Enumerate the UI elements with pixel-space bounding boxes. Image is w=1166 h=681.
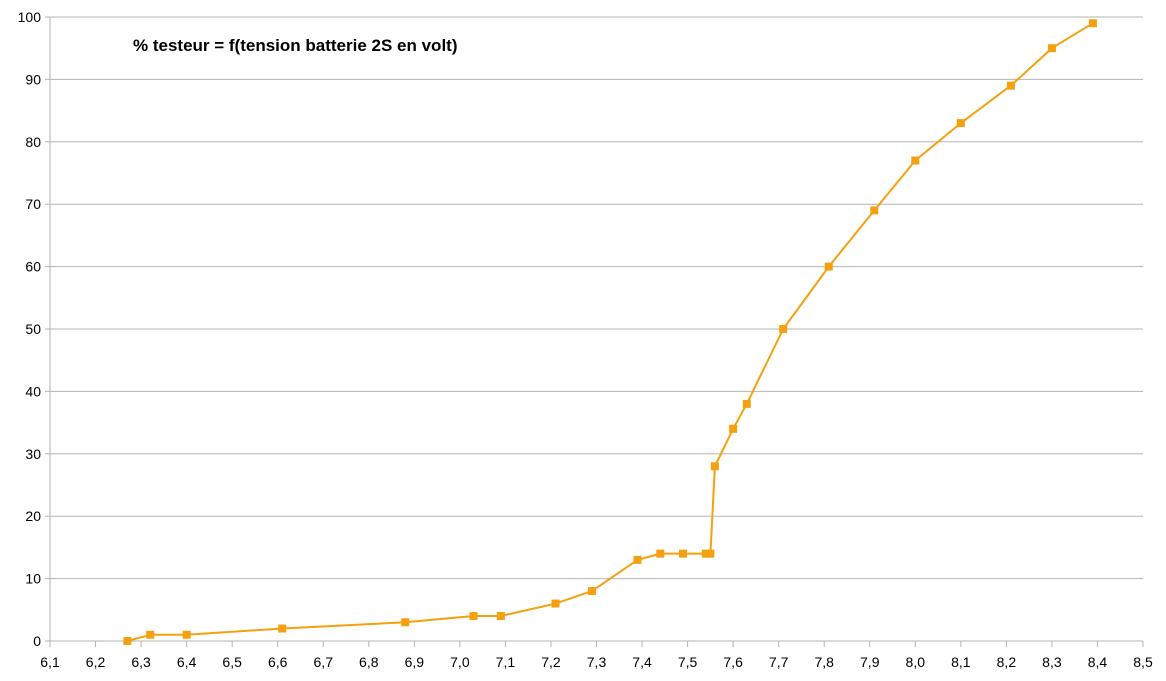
x-tick-label: 6,3	[131, 654, 151, 670]
x-tick-label: 7,3	[587, 654, 607, 670]
x-tick-label: 7,9	[860, 654, 880, 670]
x-tick-label: 6,1	[40, 654, 60, 670]
y-tick-label: 70	[25, 196, 41, 212]
data-point	[146, 630, 155, 639]
axes	[45, 16, 1144, 647]
data-point	[956, 119, 965, 128]
data-point	[870, 206, 879, 215]
x-tick-label: 8,5	[1133, 654, 1153, 670]
y-tick-label: 40	[25, 383, 41, 399]
data-point	[1006, 81, 1015, 90]
data-point	[1088, 19, 1097, 28]
data-point	[587, 587, 596, 596]
x-tick-label: 6,7	[314, 654, 334, 670]
data-point	[278, 624, 287, 633]
series-line	[127, 22, 1094, 642]
data-point	[701, 549, 710, 558]
data-point	[656, 549, 665, 558]
data-point	[710, 462, 719, 471]
x-tick-label: 7,1	[496, 654, 516, 670]
x-tick-label: 6,4	[177, 654, 197, 670]
data-point	[123, 637, 132, 645]
x-tick-label: 6,8	[359, 654, 379, 670]
y-tick-label: 100	[18, 9, 42, 25]
chart-title: % testeur = f(tension batterie 2S en vol…	[133, 36, 458, 55]
x-tick-label: 6,6	[268, 654, 288, 670]
data-point	[1047, 44, 1056, 53]
x-tick-label: 6,9	[405, 654, 425, 670]
x-tick-labels: 6,1 6,2 6,3 6,4 6,5 6,6 6,7 6,8 6,9 7,0 7,1 7,2 7,3 7…	[40, 654, 1153, 670]
x-tick-label: 8,3	[1042, 654, 1062, 670]
data-point	[182, 630, 191, 639]
y-tick-label: 80	[25, 134, 41, 150]
data-point	[496, 612, 505, 621]
x-tick-label: 7,4	[632, 654, 652, 670]
x-tick-label: 8,2	[997, 654, 1017, 670]
data-point	[551, 599, 560, 608]
y-tick-label: 10	[25, 571, 41, 587]
y-gridlines	[50, 16, 1143, 580]
x-tick-label: 8,4	[1088, 654, 1108, 670]
x-tick-label: 8,1	[951, 654, 971, 670]
data-point	[911, 156, 920, 165]
data-point	[401, 618, 410, 627]
y-tick-label: 50	[25, 321, 41, 337]
data-point	[469, 612, 478, 621]
data-point	[706, 549, 715, 558]
y-tick-label: 20	[25, 508, 41, 524]
x-tick-label: 7,5	[678, 654, 698, 670]
x-tick-label: 6,2	[86, 654, 106, 670]
data-point	[779, 325, 788, 333]
x-tick-label: 7,2	[541, 654, 561, 670]
data-point	[742, 399, 751, 408]
x-tick-label: 6,5	[222, 654, 242, 670]
data-point	[729, 424, 738, 433]
data-point	[679, 549, 688, 558]
x-tick-label: 7,7	[769, 654, 789, 670]
x-tick-label: 8,0	[906, 654, 926, 670]
data-point	[824, 262, 833, 271]
y-tick-labels: 0 10 20 30 40 50 60 70 80 90 100	[18, 9, 42, 649]
y-tick-label: 90	[25, 71, 41, 87]
x-tick-label: 7,8	[814, 654, 834, 670]
series-layer	[123, 19, 1097, 645]
y-tick-label: 0	[33, 633, 41, 649]
x-tick-label: 7,6	[723, 654, 743, 670]
y-tick-label: 30	[25, 446, 41, 462]
y-tick-label: 60	[25, 259, 41, 275]
x-tick-label: 7,0	[450, 654, 470, 670]
data-point	[633, 555, 642, 564]
